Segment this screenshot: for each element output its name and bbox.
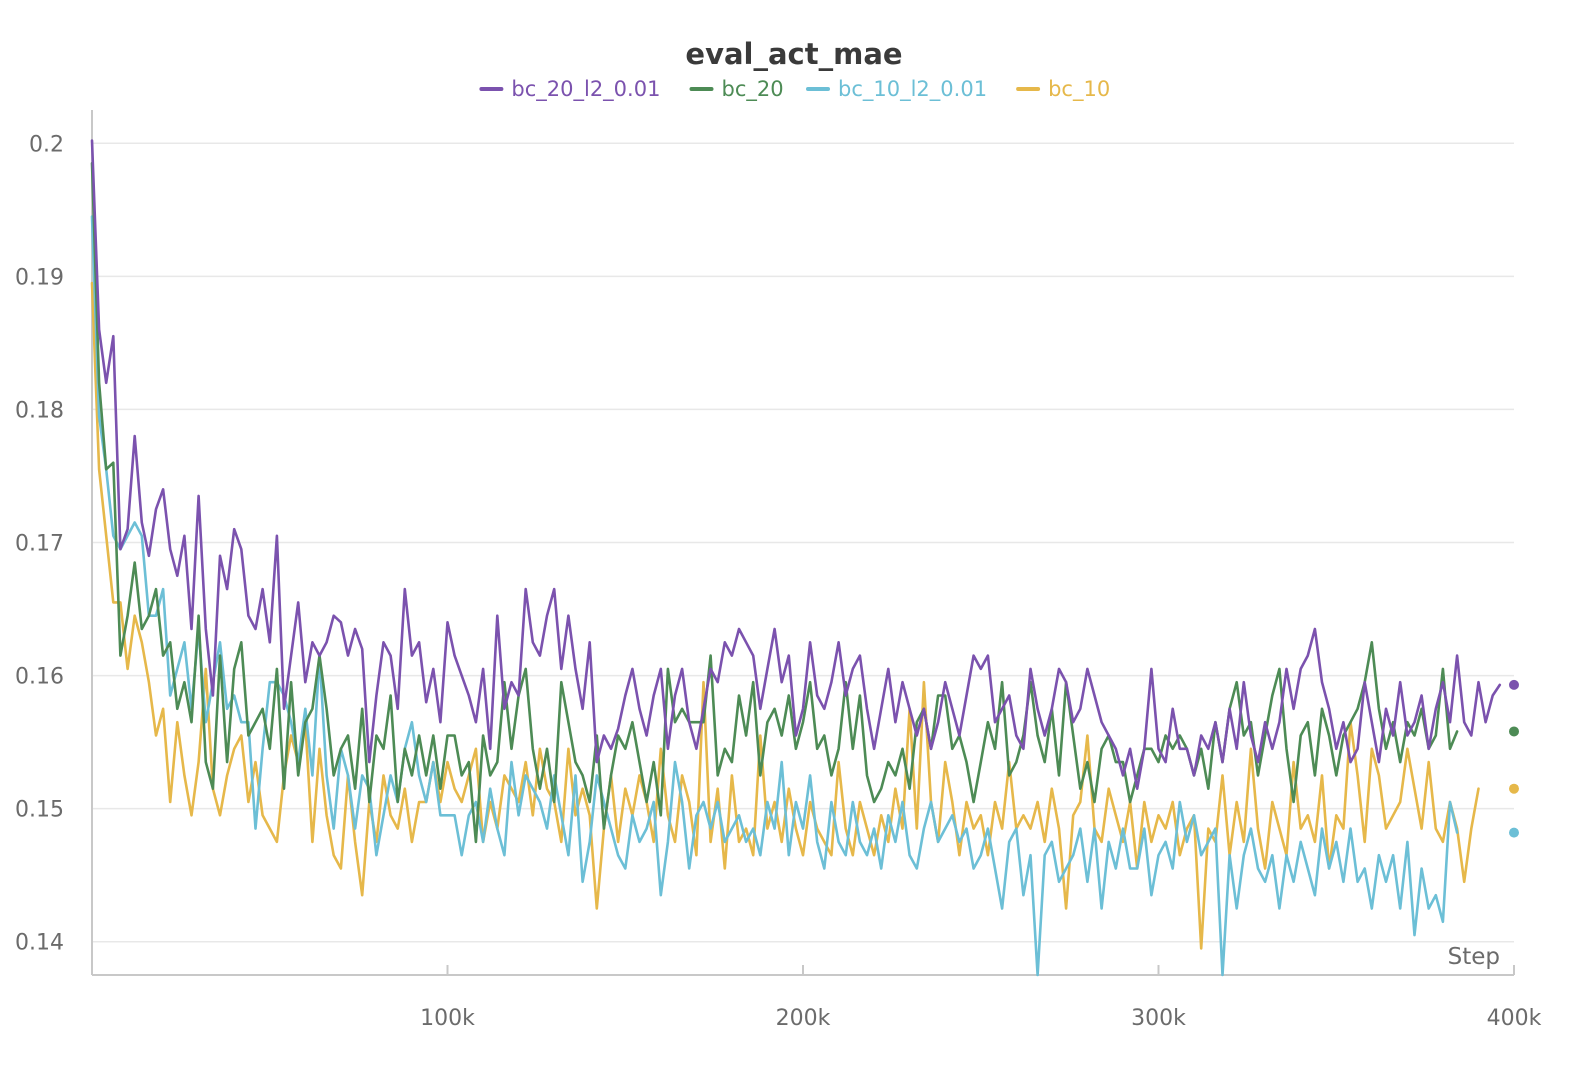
x-tick-label: 300k [1131,1006,1186,1031]
y-tick-label: 0.2 [29,132,64,157]
y-tick-label: 0.17 [15,532,64,557]
y-tick-label: 0.19 [15,265,64,290]
legend-item-bc_20_l2_0.01[interactable]: bc_20_l2_0.01 [479,77,660,102]
axes [91,110,1514,976]
chart-title: eval_act_mae [685,37,902,71]
legend: bc_20_l2_0.01 bc_20 bc_10_l2_0.01 bc_10 [479,77,1110,102]
legend-label: bc_20 [722,77,784,102]
series-layer [90,139,1519,977]
legend-label: bc_10 [1048,77,1110,102]
series-endpoint-bc_10 [1509,783,1519,794]
x-tick-label: 100k [420,1006,475,1031]
series-endpoint-bc_20_l2_0.01 [1509,679,1519,690]
x-axis-title: Step [1448,944,1500,970]
y-tick-label: 0.18 [15,398,64,423]
x-tick-label: 200k [776,1006,831,1031]
y-axis-ticks: 0.14 0.15 0.16 0.17 0.18 0.19 0.2 [15,132,64,955]
legend-item-bc_10[interactable]: bc_10 [1016,77,1110,102]
y-tick-label: 0.14 [15,931,64,956]
y-tick-label: 0.16 [15,665,64,690]
series-endpoint-bc_10_l2_0.01 [1509,827,1519,838]
legend-label: bc_10_l2_0.01 [838,77,987,102]
series-line-bc_10_l2_0.01 [90,215,1459,977]
x-tick-label: 400k [1487,1006,1542,1031]
grid-lines [92,142,1514,943]
legend-item-bc_20[interactable]: bc_20 [689,77,784,102]
legend-item-bc_10_l2_0.01[interactable]: bc_10_l2_0.01 [806,77,987,102]
series-line-bc_20_l2_0.01 [90,139,1502,791]
x-axis-ticks: 100k 200k 300k 400k [420,965,1542,1031]
legend-label: bc_20_l2_0.01 [511,77,660,102]
y-tick-label: 0.15 [15,798,64,823]
series-endpoint-bc_20 [1509,726,1519,737]
